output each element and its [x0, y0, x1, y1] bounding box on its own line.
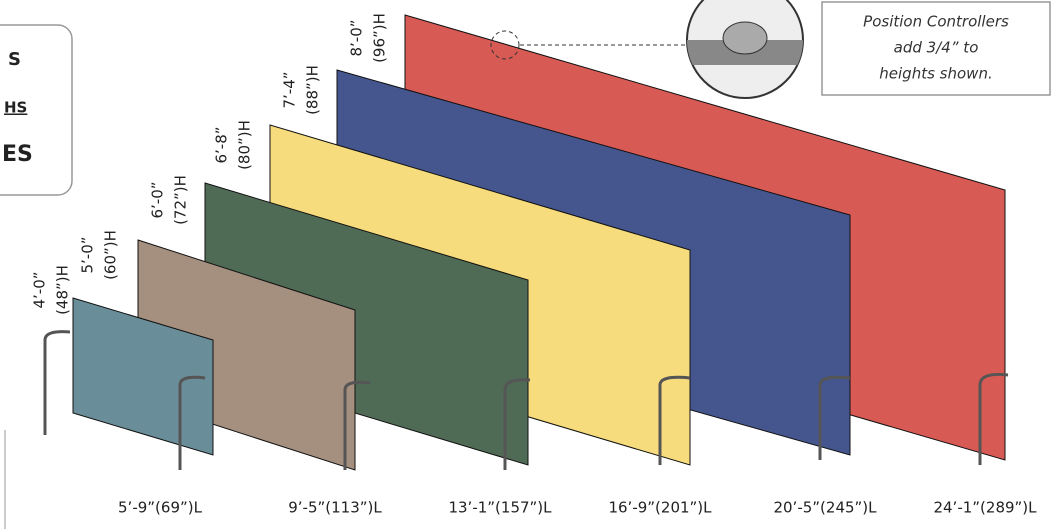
note: Position Controllers add 3/4” to heights…: [821, 1, 1051, 96]
labels: 4’-0” (48”)H 5’-9”(69”)L 5’-0” (60”)H 9’-5”(1…: [31, 13, 1038, 516]
height-label: 4’-0”: [31, 271, 49, 308]
height-label: (48”)H: [54, 265, 72, 315]
height-label: (88”)H: [304, 65, 322, 115]
box-line: S: [8, 49, 21, 70]
box-line: ES: [2, 142, 33, 167]
box: [0, 24, 73, 196]
box-line: HS: [4, 99, 27, 117]
magnifier: [490, 0, 804, 99]
length-label: 16’-9”(201”)L: [608, 499, 712, 517]
length-label: 9’-5”(113”)L: [288, 499, 382, 517]
panel-48: [72, 297, 214, 456]
height-label: (80”)H: [236, 120, 254, 170]
length-label: 20’-5”(245”)L: [773, 499, 877, 517]
height-label: 6’-8”: [213, 126, 231, 163]
length-label: 5’-9”(69”)L: [118, 499, 203, 517]
height-label: (96”)H: [371, 13, 389, 63]
note-line: add 3/4” to: [894, 39, 979, 57]
height-label: 8’-0”: [348, 19, 366, 56]
height-label: (72”)H: [172, 175, 190, 225]
height-label: 7’-4”: [281, 71, 299, 108]
note-box: [821, 1, 1051, 96]
left-box: S HS ES: [0, 24, 73, 196]
stands: [43, 330, 1009, 470]
length-label: 13’-1”(157”)L: [448, 499, 552, 517]
note-line: heights shown.: [879, 65, 992, 83]
note-line: Position Controllers: [863, 13, 1009, 31]
panels: [72, 14, 1006, 471]
height-label: 5’-0”: [79, 236, 97, 273]
height-label: (60”)H: [102, 230, 120, 280]
length-label: 24’-1”(289”)L: [933, 499, 1037, 517]
height-label: 6’-0”: [149, 181, 167, 218]
